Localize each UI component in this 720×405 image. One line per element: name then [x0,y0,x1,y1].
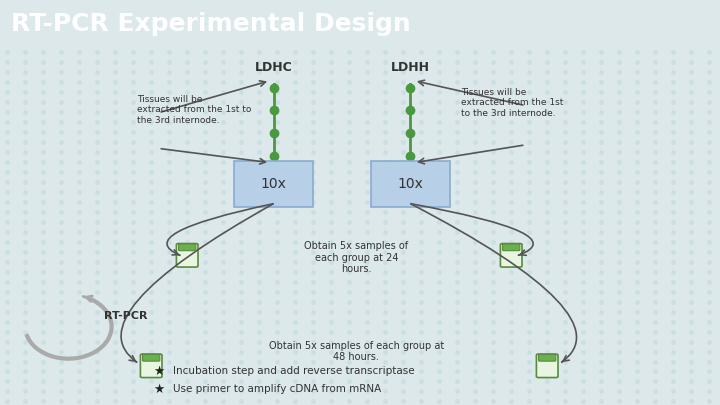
Text: Use primer to amplify cDNA from mRNA: Use primer to amplify cDNA from mRNA [173,384,381,394]
FancyBboxPatch shape [143,354,160,361]
Text: ★: ★ [153,364,164,377]
Text: Obtain 5x samples of each group at
48 hours.: Obtain 5x samples of each group at 48 ho… [269,341,444,362]
Text: LDHC: LDHC [255,61,292,74]
Text: Incubation step and add reverse transcriptase: Incubation step and add reverse transcri… [173,366,415,376]
Text: ★: ★ [153,382,164,395]
Text: Tissues will be
extracted from the 1st
to the 3rd internode.: Tissues will be extracted from the 1st t… [461,88,563,117]
FancyBboxPatch shape [539,354,556,361]
Text: 10x: 10x [261,177,287,191]
FancyBboxPatch shape [503,244,520,251]
FancyBboxPatch shape [179,244,196,251]
Text: 10x: 10x [397,177,423,191]
FancyBboxPatch shape [234,161,313,207]
FancyBboxPatch shape [140,354,162,377]
FancyBboxPatch shape [500,243,522,267]
Text: Tissues will be
extracted from the 1st to
the 3rd internode.: Tissues will be extracted from the 1st t… [137,95,251,125]
Text: RT-PCR: RT-PCR [104,311,148,321]
FancyBboxPatch shape [176,243,198,267]
Text: Obtain 5x samples of
each group at 24
hours.: Obtain 5x samples of each group at 24 ho… [305,241,408,274]
Text: RT-PCR Experimental Design: RT-PCR Experimental Design [11,12,410,36]
Text: LDHH: LDHH [391,61,430,74]
FancyBboxPatch shape [371,161,450,207]
FancyBboxPatch shape [536,354,558,377]
